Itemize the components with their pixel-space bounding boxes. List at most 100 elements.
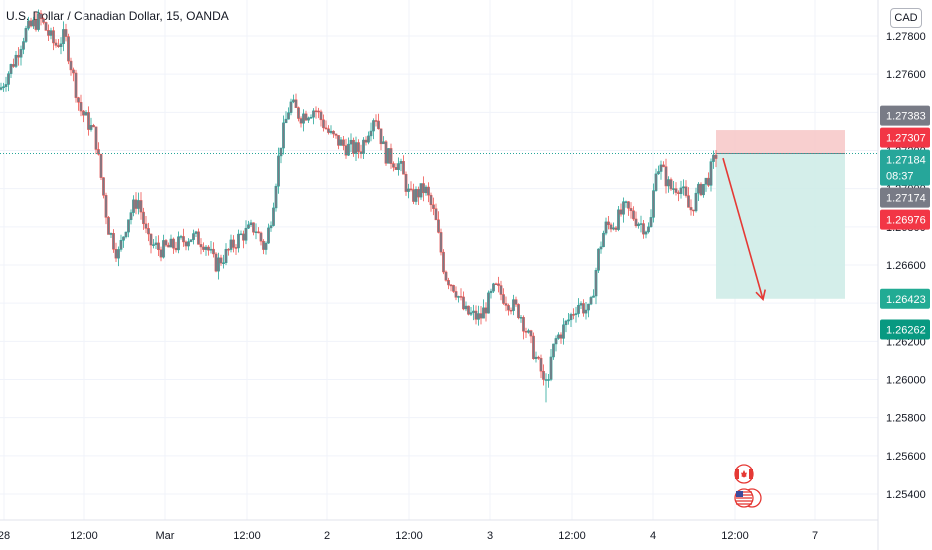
candle-body [112, 233, 115, 250]
price-badge-label: 1.26976 [886, 215, 926, 227]
candle-body [209, 248, 213, 251]
candle-body [217, 257, 220, 272]
candle-body [459, 296, 463, 298]
candle-body [372, 120, 375, 132]
y-tick-label: 1.26000 [886, 375, 926, 387]
candle-body [189, 239, 193, 242]
candle-body [409, 188, 413, 191]
candle-body [109, 233, 113, 235]
candle-body [237, 233, 240, 249]
candle-body [602, 232, 605, 248]
candle-body [512, 299, 515, 311]
candle-body [292, 99, 295, 103]
candle-body [704, 177, 708, 185]
candle-body [707, 177, 710, 186]
candle-body [122, 236, 125, 241]
y-tick-label: 1.27800 [886, 31, 926, 43]
candle-body [197, 231, 200, 245]
candle-body [54, 42, 58, 46]
candle-body [534, 356, 538, 360]
candle-body [19, 49, 23, 58]
candle-body [79, 102, 83, 112]
candle-body [249, 222, 253, 225]
candle-body [477, 313, 480, 320]
y-tick-label: 1.25400 [886, 489, 926, 501]
candle-body [299, 118, 303, 124]
candle-body [507, 305, 510, 311]
candle-body [377, 120, 380, 130]
candle-body [169, 238, 173, 248]
us-flag-canton [736, 491, 743, 497]
canada-flag-icon[interactable] [734, 464, 754, 484]
candle-body [389, 148, 393, 164]
candle-body [657, 171, 660, 175]
x-tick-label: 12:00 [558, 530, 586, 542]
y-tick-label: 1.27600 [886, 69, 926, 81]
candle-body [654, 173, 658, 191]
x-tick-label: 2 [324, 530, 330, 542]
candle-body [432, 204, 435, 209]
candle-body [672, 188, 675, 190]
candle-body [99, 153, 103, 178]
candle-body [104, 195, 108, 218]
event-flags[interactable] [734, 464, 762, 508]
candle-body [497, 283, 500, 286]
candle-body [404, 174, 408, 192]
candle-body [362, 139, 365, 154]
candle-body [392, 163, 395, 168]
candle-body [119, 240, 123, 250]
candle-body [184, 241, 188, 247]
candle-body [294, 99, 298, 108]
candle-body [682, 186, 685, 189]
candle-body [142, 211, 145, 225]
x-tick-label: 12:00 [721, 530, 749, 542]
us-canada-flags-icon[interactable] [734, 488, 762, 508]
candle-body [379, 128, 383, 145]
candle-body [474, 310, 478, 320]
candle-body [644, 231, 648, 235]
currency-button[interactable]: CAD [890, 8, 922, 28]
candle-body [37, 13, 40, 30]
candle-body [587, 303, 590, 311]
candle-body [344, 145, 348, 156]
candle-body [332, 130, 335, 135]
price-axis[interactable]: 1.278001.276001.274001.272001.270001.268… [877, 0, 926, 550]
candle-body [414, 189, 418, 202]
y-tick-label: 1.25800 [886, 413, 926, 425]
candle-body [7, 73, 10, 85]
candle-body [272, 207, 275, 226]
candle-body [192, 233, 195, 240]
candle-body [562, 324, 565, 339]
candle-body [699, 183, 703, 196]
candle-body [262, 240, 265, 250]
candle-body [469, 312, 473, 315]
candle-body [367, 135, 370, 143]
candle-body [309, 116, 313, 119]
candle-body [454, 291, 458, 298]
price-badge [880, 127, 930, 148]
candle-body [492, 283, 495, 292]
candle-body [314, 110, 318, 113]
candle-body [34, 19, 38, 30]
candle-body [97, 149, 100, 155]
candle-body [384, 141, 388, 164]
candle-body [49, 30, 53, 36]
candle-body [574, 313, 578, 315]
candle-body [244, 227, 248, 241]
time-axis[interactable]: 28 12:00 Mar 12:00 2 12:00 3 12:00 4 12:00 7 [0, 519, 878, 542]
candle-body [472, 310, 475, 313]
candle-body [229, 239, 233, 250]
candle-body [62, 29, 65, 45]
candle-body [442, 251, 445, 273]
candle-body [684, 186, 688, 196]
candle-body [24, 28, 28, 42]
candle-body [517, 304, 520, 318]
short-position-tool[interactable] [716, 130, 845, 299]
candle-body [212, 248, 215, 255]
candle-body [329, 130, 333, 133]
candle-body [662, 164, 665, 167]
candle-body [604, 221, 608, 234]
candle-body [599, 246, 603, 250]
candle-body [14, 54, 18, 67]
